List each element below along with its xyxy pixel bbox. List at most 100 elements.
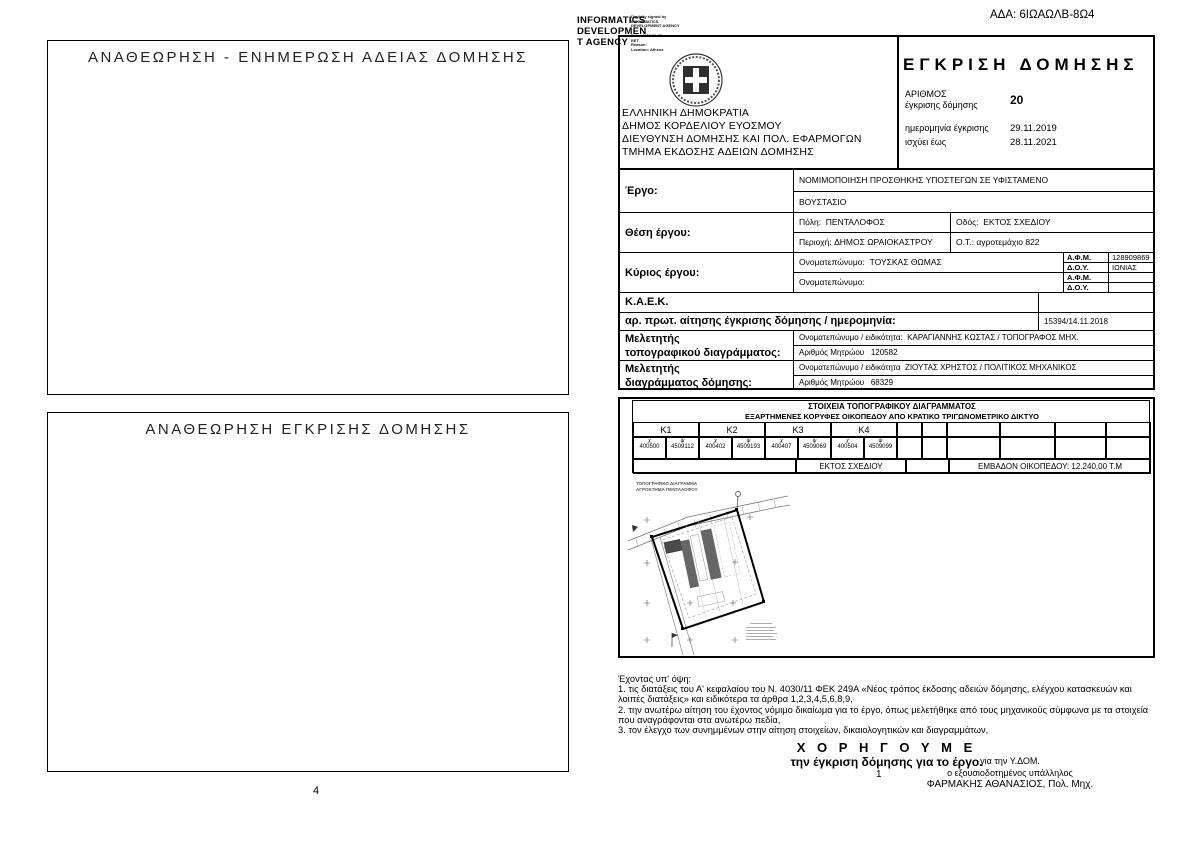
- area-label: Περιοχή:: [799, 237, 832, 247]
- coords-empty-header: [1106, 422, 1151, 437]
- coord-value: 4509112: [671, 444, 694, 450]
- coords-y-cell: ψ 4509193: [732, 437, 765, 459]
- city-value: ΠΕΝΤΑΛΟΦΟΣ: [825, 217, 885, 227]
- coords-point-header: Κ2: [699, 422, 765, 437]
- afm2-value: [1108, 272, 1155, 282]
- signature-block: για την Υ.ΔΟΜ. ο εξουσιοδοτημένος υπάλλη…: [860, 755, 1160, 791]
- surveyor-label-line1: Μελετητής: [625, 333, 680, 345]
- legal-line: λοιπές διατάξεις» και ειδικότερα τα άρθρ…: [618, 694, 853, 705]
- coords-empty-header: [897, 422, 922, 437]
- designer-name-value: ΖΙΟΥΤΑΣ ΧΡΗΣΤΟΣ / ΠΟΛΙΤΙΚΟΣ ΜΗΧΑΝΙΚΟΣ: [904, 363, 1077, 372]
- authority-line: ΤΜΗΜΑ ΕΚΔΟΣΗΣ ΑΔΕΙΩΝ ΔΟΜΗΣΗΣ: [622, 146, 814, 158]
- surveyor-reg-cell: Αριθμός Μητρώου 120582: [793, 345, 1155, 360]
- coord-value: 400407: [771, 444, 792, 450]
- designer-reg-label: Αριθμός Μητρώου: [799, 378, 865, 387]
- ot-value: αγροτεμάχιο 822: [976, 237, 1040, 247]
- authority-block: ΕΛΛΗΝΙΚΗ ΔΗΜΟΚΡΑΤΙΑ ΔΗΜΟΣ ΚΟΡΔΕΛΙΟΥ ΕΥΟΣ…: [622, 107, 862, 159]
- surveyor-label: Μελετητής τοπογραφικού διαγράμματος:: [618, 330, 793, 360]
- coords-empty-header: [922, 422, 947, 437]
- drawing-label-line1: ΤΟΠΟΓΡΑΦΙΚΟ ΔΙΑΓΡΑΜΜΑ: [636, 481, 698, 486]
- digital-signature-block: Digitally signed by INFORMATICS DEVELOPM…: [631, 14, 680, 29]
- coords-title: ΣΤΟΙΧΕΙΑ ΤΟΠΟΓΡΑΦΙΚΟΥ ΔΙΑΓΡΑΜΜΑΤΟΣ: [808, 402, 976, 411]
- revision-box-building-permit: ΑΝΑΘΕΩΡΗΣΗ - ΕΝΗΜΕΡΩΣΗ ΑΔΕΙΑΣ ΔΟΜΗΣΗΣ: [47, 40, 569, 395]
- owner-name-label: Ονοματεπώνυμο:: [799, 257, 865, 267]
- right-page-number: 1: [876, 769, 882, 780]
- surveyor-name-cell: Ονοματεπώνυμο / ειδικότητα: ΚΑΡΑΓΙΑΝΝΗΣ …: [793, 330, 1155, 345]
- coords-empty-header: [1055, 422, 1106, 437]
- y-symbol: ψ: [878, 438, 883, 444]
- coords-empty-cell: [1000, 437, 1055, 459]
- y-symbol: ψ: [680, 438, 685, 444]
- zone-note: ΕΚΤΟΣ ΣΧΕΔΙΟΥ: [796, 459, 906, 474]
- coords-empty-header: [1000, 422, 1055, 437]
- grant-subheading: την έγκριση δόμησης για το έργο.: [790, 755, 983, 769]
- street-cell: Οδός: ΕΚΤΟΣ ΣΧΕΔΙΟΥ: [950, 212, 1155, 232]
- project-value-line2: ΒΟΥΣΤΑΣΙΟ: [793, 191, 1155, 212]
- approval-date-label: ημερομηνία έγκρισης: [905, 123, 989, 133]
- owner-label: Κύριος έργου:: [618, 252, 793, 292]
- coord-value: 400500: [639, 444, 660, 450]
- ada-code: ΑΔΑ: 6ΙΩΑΩΛΒ-8Ω4: [990, 9, 1095, 21]
- coords-x-cell: χ 400402: [699, 437, 732, 459]
- location-label: Θέση έργου:: [618, 212, 793, 252]
- ida-stamp-line: DEVELOPMEN: [577, 26, 647, 37]
- signature-for: για την Υ.ΔΟΜ.: [980, 756, 1040, 766]
- owner2-name-label: Ονοματεπώνυμο:: [799, 277, 865, 287]
- ot-label: Ο.Τ.:: [956, 237, 974, 247]
- permit-main-table: [618, 170, 1155, 390]
- surveyor-name-value: ΚΑΡΑΓΙΑΝΝΗΣ ΚΩΣΤΑΣ / ΤΟΠΟΓΡΑΦΟΣ ΜΗΧ.: [907, 333, 1079, 342]
- authority-line: ΕΛΛΗΝΙΚΗ ΔΗΜΟΚΡΑΤΙΑ: [622, 107, 750, 119]
- number-label-2: έγκρισης δόμησης: [905, 100, 978, 110]
- coords-point-header: Κ3: [765, 422, 831, 437]
- authority-line: ΔΗΜΟΣ ΚΟΡΔΕΛΙΟΥ ΕΥΟΣΜΟΥ: [622, 120, 782, 132]
- street-label: Οδός:: [956, 217, 979, 227]
- legal-intro: Έχοντας υπ' όψη:: [618, 674, 692, 684]
- afm-label: Α.Φ.Μ.: [1063, 252, 1108, 262]
- project-value-line1: ΝΟΜΙΜΟΠΟΙΗΣΗ ΠΡΟΣΘΗΚΗΣ ΥΠΟΣΤΕΓΩΝ ΣΕ ΥΦΙΣ…: [793, 170, 1155, 191]
- afm-value: 128909869: [1108, 252, 1155, 262]
- permit-number: 20: [1010, 93, 1024, 107]
- designer-label: Μελετητής διαγράμματος δόμησης:: [618, 360, 793, 390]
- left-page-number: 4: [313, 785, 320, 797]
- surveyor-name-label: Ονοματεπώνυμο / ειδικότητα:: [799, 333, 903, 342]
- y-symbol: ψ: [812, 438, 817, 444]
- signature-role: ο εξουσιοδοτημένος υπάλληλος: [947, 768, 1073, 778]
- surveyor-reg-value: 120582: [870, 348, 898, 357]
- owner-name-cell: Ονοματεπώνυμο: ΤΟΥΣΚΑΣ ΘΩΜΑΣ: [793, 252, 1063, 272]
- permit-title: ΕΓΚΡΙΣΗ ΔΟΜΗΣΗΣ: [903, 55, 1139, 74]
- signature-meta-line: EET: [631, 37, 639, 43]
- coords-empty-header: [947, 422, 1000, 437]
- city-cell: Πόλη: ΠΕΝΤΑΛΟΦΟΣ: [793, 212, 950, 232]
- info-empty-cell: [633, 459, 796, 474]
- kaek-value: [1038, 292, 1155, 312]
- coord-value: 4509099: [868, 444, 893, 450]
- area-cell: Περιοχή: ΔΗΜΟΣ ΩΡΑΙΟΚΑΣΤΡΟΥ: [793, 232, 950, 252]
- kaek-label: Κ.Α.Ε.Κ.: [618, 292, 1038, 312]
- number-label-1: ΑΡΙΘΜΟΣ: [905, 89, 947, 99]
- designer-label-line2: διαγράμματος δόμησης:: [625, 377, 752, 389]
- drawing-label-line2: ΑΓΡΟΚΤΗΜΑ ΠΕΝΤΑΛΟΦΟΥ: [636, 486, 698, 492]
- site-plan-drawing: [628, 491, 791, 655]
- coord-value: 400402: [705, 444, 726, 450]
- header-divider: [897, 35, 899, 170]
- legal-line: που αναγράφονται στα ανωτέρω πεδία,: [618, 714, 781, 725]
- coords-x-cell: χ 400504: [831, 437, 864, 459]
- coords-empty-cell: [1055, 437, 1106, 459]
- x-symbol: χ: [713, 438, 717, 444]
- designer-reg-value: 68329: [870, 378, 894, 387]
- permit-header-box: [618, 35, 1155, 170]
- ida-stamp-line: T AGENCY: [577, 37, 629, 48]
- designer-name-label: Ονοματεπώνυμο / ειδικότητα: [799, 363, 901, 372]
- authority-line: ΔΙΕΥΘΥΝΣΗ ΔΟΜΗΣΗΣ ΚΑΙ ΠΟΛ. ΕΦΑΡΜΟΓΩΝ: [622, 133, 862, 145]
- greek-coat-of-arms-icon: [669, 53, 723, 107]
- x-symbol: χ: [779, 438, 783, 444]
- valid-until-label: ισχύει έως: [905, 137, 947, 147]
- signature-line: DEVELOPMENT AGENCY: [631, 23, 680, 29]
- project-label: Έργο:: [625, 185, 658, 197]
- topographic-box: ΣΤΟΙΧΕΙΑ ΤΟΠΟΓΡΑΦΙΚΟΥ ΔΙΑΓΡΑΜΜΑΤΟΣ ΕΞΑΡΤ…: [618, 397, 1155, 658]
- signature-name: ΦΑΡΜΑΚΗΣ ΑΘΑΝΑΣΙΟΣ, Πολ. Μηχ.: [926, 779, 1094, 790]
- coords-empty-cell: [922, 437, 947, 459]
- legal-line: 2. την ανωτέρω αίτηση του έχοντος νόμιμο…: [618, 704, 1149, 715]
- plot-area-note: ΕΜΒΑΔΟΝ ΟΙΚΟΠΕΔΟΥ: 12.240,00 Τ.Μ: [949, 459, 1151, 474]
